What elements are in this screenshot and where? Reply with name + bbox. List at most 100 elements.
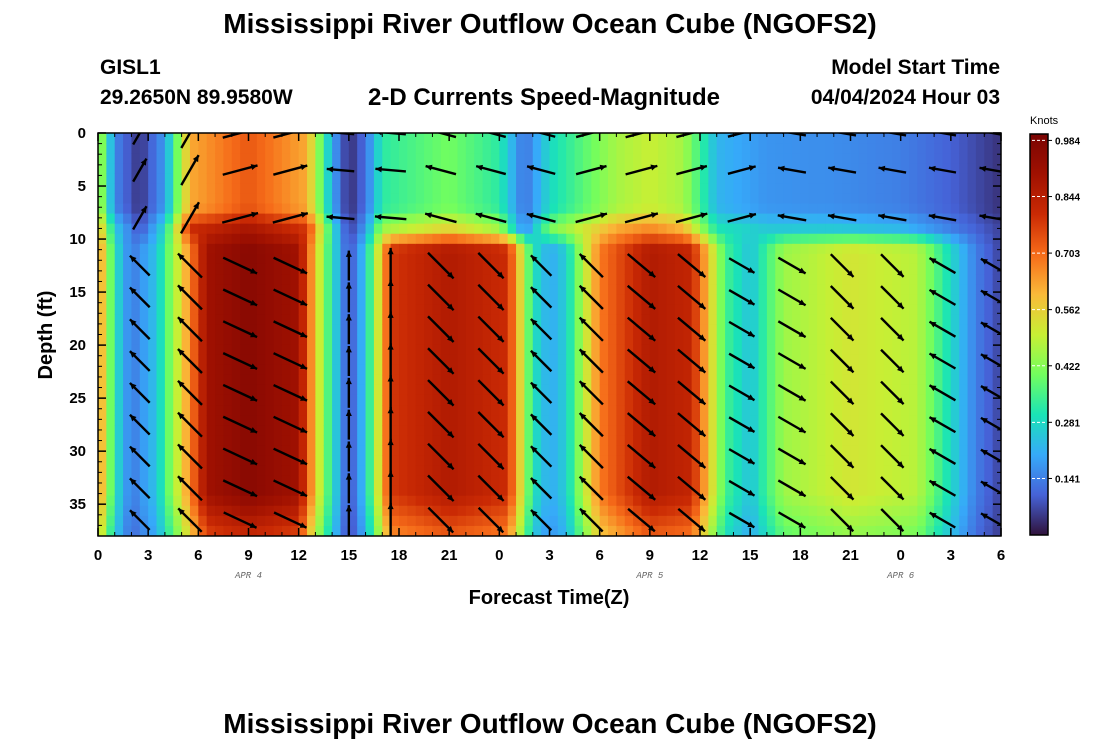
heat-cell [950,324,960,336]
heat-cell [984,374,994,386]
heat-cell [541,495,551,507]
heat-cell [365,233,375,245]
heat-cell [691,294,701,305]
heat-cell [382,213,392,225]
heat-cell [290,394,300,406]
heat-cell [298,475,308,487]
heat-cell [708,284,718,295]
current-vector-head [648,429,656,437]
heat-cell [574,495,584,507]
heat-cell [942,253,952,265]
heat-cell [482,505,492,517]
heat-cell [984,294,994,305]
heat-cell [290,133,300,144]
current-vector-head [300,490,308,497]
heat-cell [925,314,935,326]
heat-cell [432,394,442,406]
heat-cell [532,253,542,265]
heat-cell [215,143,225,154]
heat-cell [139,515,149,527]
heat-cell [273,384,283,396]
heat-cell [817,173,827,184]
heat-cell [307,284,316,295]
heat-cell [231,233,241,245]
heat-cell [758,334,768,346]
heat-cell [407,274,417,285]
heat-cell [499,354,509,366]
current-vector [273,133,295,139]
heat-cell [557,525,567,536]
heat-cell [875,374,885,386]
heat-cell [198,193,208,205]
heat-cell [725,193,735,205]
heat-cell [290,344,300,356]
heat-cell [566,485,576,497]
heat-cell [98,515,107,527]
heat-cell [557,213,567,225]
heat-cell [624,203,634,215]
heat-cell [582,253,592,265]
heat-cell [817,485,827,497]
heat-cell [808,263,818,275]
heat-cell [482,445,492,456]
heat-cell [465,324,475,336]
heat-cell [574,183,584,195]
heat-cell [516,183,526,195]
heat-cell [833,455,843,467]
heat-cell [708,213,718,225]
heat-cell [281,314,291,326]
current-vector-head [980,322,988,329]
y-tick-label: 0 [78,125,86,142]
heat-cell [691,143,701,154]
heat-cell [725,515,735,527]
heat-cell [516,354,526,366]
heat-cell [624,153,634,164]
heat-cell [206,415,216,426]
heat-cell [825,435,835,446]
heat-cell [817,405,827,416]
heat-cell [608,163,617,174]
heat-cell [432,495,442,507]
heat-cell [189,505,199,517]
heat-cell [633,173,643,184]
heat-cell [925,505,935,517]
heat-cell [800,405,810,416]
heat-cell [992,304,1001,315]
heat-cell [557,193,567,205]
heat-cell [817,163,827,174]
heat-cell [164,344,174,356]
heat-cell [783,425,793,436]
heat-cell [608,253,617,265]
heat-cell [633,364,643,376]
heat-cell [440,394,450,406]
heat-cell [909,364,918,376]
heat-cell [482,354,492,366]
heat-cell [223,495,233,507]
heat-cell [549,183,559,195]
heat-cell [566,435,576,446]
heat-cell [883,324,893,336]
heat-cell [875,294,885,305]
heat-cell [123,505,133,517]
heat-cell [164,384,174,396]
current-vector [436,133,457,139]
heat-cell [215,324,225,336]
heat-cell [557,133,567,144]
heat-cell [825,253,835,265]
heat-cell [457,485,467,497]
heat-cell [842,525,852,536]
heat-cell [215,223,225,235]
heat-cell [775,233,785,245]
heat-cell [700,354,709,366]
heat-cell [139,274,149,285]
heat-cell [633,505,643,517]
heat-cell [231,455,241,467]
heat-cell [975,253,985,265]
heat-cell [449,274,459,285]
heat-cell [373,263,383,275]
heat-cell [524,475,534,487]
heat-cell [449,415,459,426]
heat-cell [992,425,1001,436]
heat-cell [984,465,994,477]
heat-cell [566,223,576,235]
